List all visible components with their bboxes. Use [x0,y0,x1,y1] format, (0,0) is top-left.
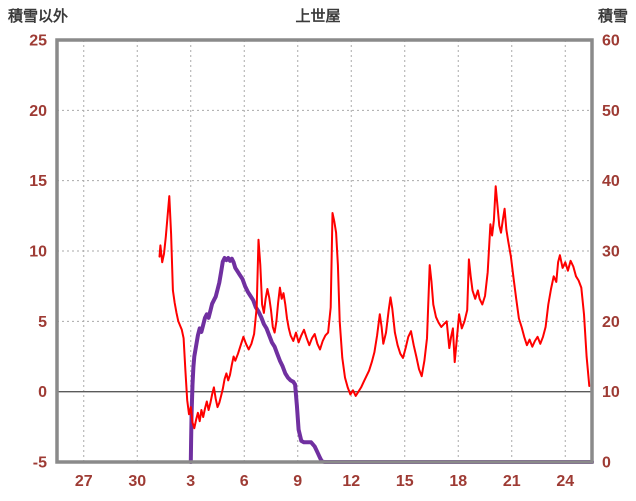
x-tick-label: 9 [293,473,302,490]
left-tick-label: 0 [38,384,47,401]
right-axis-title: 積雪 [597,8,628,25]
right-tick-label: 20 [602,314,620,331]
x-tick-label: 18 [449,473,467,490]
right-tick-label: 50 [602,103,620,120]
left-tick-label: 15 [29,173,47,190]
x-tick-label: 27 [75,473,93,490]
right-tick-label: 40 [602,173,620,190]
gridlines [57,40,592,462]
x-axis-ticks: 27 30 3 6 9 12 15 18 21 24 [75,473,574,490]
x-tick-label: 12 [342,473,360,490]
x-tick-label: 21 [503,473,521,490]
left-tick-label: 20 [29,103,47,120]
x-tick-label: 15 [396,473,414,490]
left-tick-label: -5 [33,455,47,472]
chart-title: 上世屋 [295,8,341,25]
right-tick-label: 30 [602,244,620,261]
left-tick-label: 5 [38,314,47,331]
right-tick-label: 60 [602,33,620,50]
plot-frame [55,38,594,464]
left-tick-label: 10 [29,244,47,261]
temperature-line [158,185,591,430]
left-axis-ticks: -5 0 5 10 15 20 25 [29,33,47,472]
x-tick-label: 24 [556,473,574,490]
left-axis-title: 積雪以外 [8,8,69,25]
x-tick-label: 3 [186,473,195,490]
series [158,185,594,464]
x-tick-label: 30 [128,473,146,490]
left-tick-label: 25 [29,33,47,50]
right-tick-label: 0 [602,455,611,472]
right-tick-label: 10 [602,384,620,401]
right-axis-ticks: 0 10 20 30 40 50 60 [602,33,620,472]
snow-depth-line [188,256,594,464]
x-tick-label: 6 [240,473,249,490]
